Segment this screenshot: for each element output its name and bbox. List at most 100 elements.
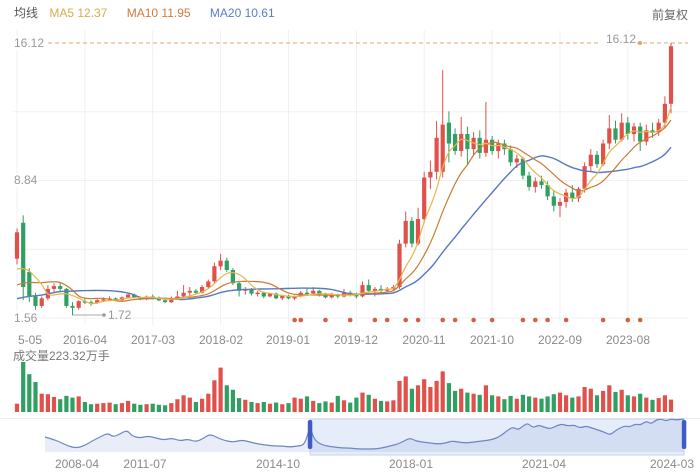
candle-body [514, 158, 519, 163]
event-dot [520, 317, 526, 323]
candle-body [304, 292, 310, 295]
volume-bar [483, 385, 488, 412]
candle-body [95, 300, 100, 303]
volume-bar [440, 371, 445, 412]
candle-body [570, 192, 575, 199]
nav-tick-label: 2014-10 [255, 457, 301, 471]
volume-bar [588, 388, 593, 412]
volume-bar [51, 397, 57, 412]
candle-body [64, 288, 69, 306]
volume-bar [298, 398, 303, 412]
volume-bar [101, 403, 106, 412]
candle-body [440, 124, 445, 172]
volume-bar [564, 395, 569, 412]
candle-body [582, 166, 587, 189]
event-dot [384, 317, 390, 323]
candle-body [21, 222, 26, 287]
candle-body [625, 122, 630, 134]
volume-bar [107, 402, 112, 412]
candle-body [477, 137, 482, 153]
volume-bar [527, 396, 532, 412]
volume-bar [403, 376, 408, 412]
adjust-mode-selector[interactable]: 前复权 [651, 8, 688, 22]
max-price-line [13, 41, 688, 45]
candle-body [483, 139, 488, 153]
candle-body [446, 122, 451, 144]
candle-body [51, 286, 57, 289]
event-dot [533, 317, 538, 323]
candle-body [385, 288, 390, 291]
candle-body [527, 175, 532, 187]
candle-body [82, 301, 87, 303]
volume-bar [311, 400, 316, 412]
candle-body [354, 294, 359, 297]
volume-bar [545, 396, 550, 412]
volume-bar [82, 402, 87, 412]
volume-bar [317, 403, 322, 412]
volume-bar [58, 399, 63, 412]
nav-handle-right[interactable] [681, 420, 687, 449]
candle-body [557, 202, 563, 206]
volume-bar [206, 393, 211, 412]
gridlines [13, 30, 688, 325]
volume-bar [156, 404, 161, 412]
candle-body [403, 220, 408, 244]
volume-bar [33, 382, 38, 412]
candle-body [508, 149, 513, 163]
candle-body [428, 171, 433, 178]
volume-bar [496, 396, 501, 412]
volume-bar [360, 392, 365, 412]
candle-body [366, 285, 371, 291]
nav-tick-label: 2021-04 [521, 457, 567, 471]
legend-title: 均线 [14, 6, 39, 20]
legend-ma5-value: MA5 12.37 [49, 6, 108, 20]
candle-body [662, 103, 667, 123]
volume-bar [243, 399, 248, 412]
candle-body [594, 154, 600, 165]
candle-body [218, 260, 223, 267]
volume-bar [224, 385, 229, 412]
candle-body [422, 177, 427, 220]
candle-body [14, 232, 20, 259]
volume-bar [422, 379, 427, 412]
volume-bar [459, 388, 464, 412]
candle-body [372, 288, 377, 291]
nav-handle-left[interactable] [307, 420, 313, 449]
candle-body [434, 137, 439, 172]
volume-bar [88, 404, 94, 412]
candle-body [668, 46, 674, 104]
event-dot [563, 317, 569, 323]
event-dot [298, 317, 304, 323]
candle-body [292, 296, 297, 299]
candle-body [237, 283, 242, 291]
candle-body [76, 301, 81, 308]
volume-bar [144, 404, 149, 412]
candle-body [101, 299, 106, 301]
candle-body [638, 126, 643, 142]
volume-bar [644, 397, 649, 412]
event-dots [292, 317, 643, 323]
volume-bar [539, 398, 544, 412]
nav-tick-label: 2008-04 [54, 457, 100, 471]
event-dot [625, 317, 631, 323]
candle-body [163, 300, 168, 303]
candle-body [588, 154, 593, 167]
volume-bar [126, 400, 131, 412]
candle-body [564, 192, 569, 202]
volume-bar [286, 403, 291, 412]
volume-bar [576, 396, 581, 412]
volume-bar [453, 390, 458, 412]
volume-bar [341, 400, 347, 412]
volume-bar [187, 397, 192, 412]
event-dot [452, 317, 458, 323]
event-dot [292, 317, 297, 323]
candle-body [113, 298, 118, 301]
x-tick-label: 2019-12 [333, 333, 379, 347]
candle-body [187, 290, 192, 293]
volume-bar [409, 388, 414, 412]
candle-body [230, 270, 235, 284]
navigator[interactable] [0, 418, 700, 456]
volume-bar [391, 400, 396, 412]
volume-bar [280, 404, 285, 412]
x-axis-labels: 5-05 2016-04 2017-03 2018-02 2019-01 2019-12 2… [0, 333, 700, 347]
